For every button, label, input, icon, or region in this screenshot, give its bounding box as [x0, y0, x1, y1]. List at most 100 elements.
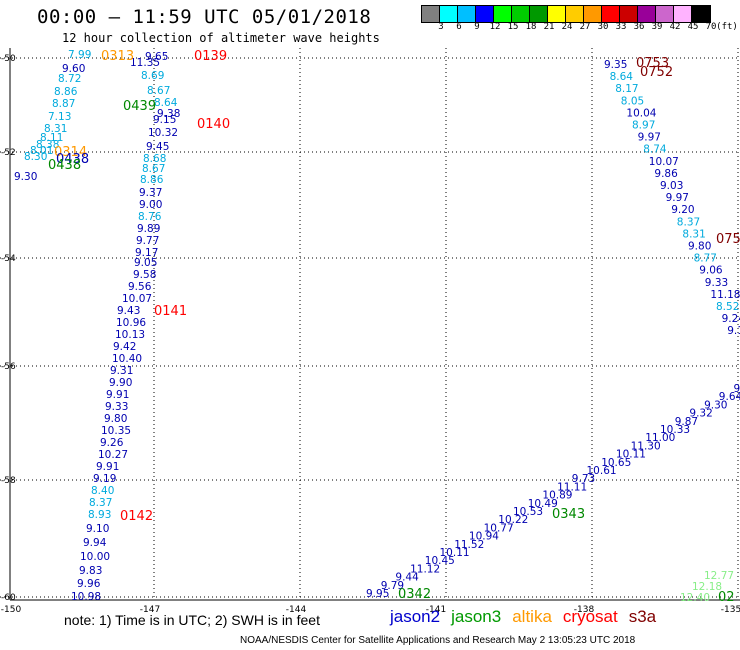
wave-height-value: 11.52 [454, 539, 484, 551]
wave-height-value: 10.77 [484, 522, 514, 534]
wave-height-value: 8.76 [138, 211, 162, 223]
longitude-label: -141 [426, 605, 446, 615]
wave-height-value: 9.80 [688, 241, 711, 253]
footer-note: note: 1) Time is in UTC; 2) SWH is in fe… [64, 612, 320, 628]
wave-height-value: 8.64 [154, 97, 178, 109]
wave-height-value: 10.13 [115, 329, 145, 341]
time-label: 0343 [552, 507, 585, 522]
wave-height-value: 10.33 [660, 424, 690, 436]
latitude-label: -50 [1, 54, 16, 64]
time-label: 0140 [197, 117, 230, 132]
wave-height-value: 12.18 [692, 581, 722, 593]
scale-label: 18 [525, 22, 537, 32]
wave-height-value: 9.80 [104, 413, 127, 425]
scale-unit: (ft) [716, 22, 738, 32]
wave-height-value: 8.37 [89, 497, 112, 509]
longitude-label: -135 [721, 605, 740, 615]
wave-height-value: 9.32 [689, 408, 712, 420]
wave-height-value: 10.11 [616, 449, 646, 461]
subtitle: 12 hour collection of altimeter wave hei… [62, 31, 380, 45]
wave-height-value: 8.01 [30, 145, 53, 157]
scale-swatch [476, 6, 494, 22]
wave-height-value: 10.32 [148, 127, 178, 139]
scale-swatch [692, 6, 710, 22]
scale-label: 27 [579, 22, 591, 32]
wave-height-value: 9.64 [719, 391, 740, 403]
time-label: 075 [716, 232, 740, 247]
wave-height-value: 11.12 [410, 563, 440, 575]
wave-height-value: 8.31 [44, 123, 67, 135]
page-title: 00:00 – 11:59 UTC 05/01/2018 [37, 6, 372, 28]
wave-height-value: 9.06 [699, 265, 723, 277]
time-label: 0753 [636, 56, 669, 71]
map-grid [0, 48, 740, 601]
wave-height-value: 10.07 [122, 293, 152, 305]
scale-swatch [674, 6, 692, 22]
wave-height-value: 10.94 [469, 531, 499, 543]
wave-height-value: 8.77 [694, 253, 717, 265]
scale-label: 30 [597, 22, 609, 32]
wave-height-value: 8.86 [54, 86, 78, 98]
wave-height-value: 8.05 [621, 95, 644, 107]
wave-height-value: 9.43 [117, 305, 140, 317]
wave-height-value: 9.87 [675, 416, 698, 428]
scale-swatch [512, 6, 530, 22]
wave-height-value: 10.89 [542, 490, 572, 502]
wave-height-value: 9.33 [705, 277, 728, 289]
wave-height-value: 9.91 [96, 461, 119, 473]
legend-entry-altika: altika [512, 607, 552, 626]
scale-label: 3 [438, 22, 444, 32]
wave-height-value: 9.1 [727, 325, 740, 337]
wave-height-value: 9.97 [666, 192, 689, 204]
longitude-label: -147 [140, 605, 160, 615]
wave-height-value: 10.65 [601, 457, 631, 469]
wave-height-value: 9.15 [153, 114, 176, 126]
time-label: 0139 [194, 49, 227, 64]
wave-height-value: 8.74 [643, 144, 667, 156]
wave-height-value: 8.72 [58, 73, 81, 85]
legend-entry-jason3: jason3 [451, 607, 502, 626]
wave-height-value: 8.11 [40, 132, 63, 144]
wave-height-value: 7.99 [68, 49, 91, 61]
legend-entry-jason2: jason2 [390, 607, 441, 626]
wave-height-value: 10.53 [513, 506, 543, 518]
wave-height-value: 11.35 [130, 57, 160, 69]
wave-height-value: 9.86 [654, 168, 678, 180]
wave-height-value: 8.97 [632, 120, 655, 132]
wave-height-value: 9.7 [734, 383, 740, 395]
longitude-label: -138 [574, 605, 595, 615]
time-label: 0142 [120, 509, 153, 524]
scale-swatch [656, 6, 674, 22]
wave-height-value: 11.18 [710, 289, 740, 301]
wave-height-value: 9.30 [704, 399, 727, 411]
wave-height-value: 10.07 [649, 156, 679, 168]
wave-height-value: 10.00 [80, 551, 110, 563]
wave-height-value: 11.30 [631, 440, 661, 452]
wave-height-value: 9.00 [139, 199, 162, 211]
wave-height-value: 9.44 [395, 572, 419, 584]
legend-entry-cryosat: cryosat [562, 607, 618, 626]
wave-height-value: 9.91 [106, 389, 129, 401]
wave-height-value: 9.30 [14, 171, 37, 183]
scale-swatch [620, 6, 638, 22]
wave-height-value: 9.42 [113, 341, 136, 353]
wave-height-value: 9.90 [109, 377, 132, 389]
scale-label: 15 [507, 22, 519, 32]
scale-swatch [548, 6, 566, 22]
wave-height-value: 10.22 [498, 514, 528, 526]
wave-height-value: 8.31 [682, 228, 705, 240]
wave-height-value: 8.30 [24, 151, 47, 163]
color-scale-labels: 3 6 9 12 15 18 21 24 27 30 33 36 39 42 45 70 (ft) [421, 22, 740, 34]
wave-height-value: 9.35 [604, 59, 627, 71]
wave-height-value: 10.11 [440, 547, 470, 559]
longitude-label: -144 [286, 605, 307, 615]
wave-height-value: 8.52 [716, 301, 739, 313]
wave-height-value: 8.64 [610, 71, 634, 83]
time-label: 0313 [101, 49, 134, 64]
scale-label: 6 [456, 22, 462, 32]
wave-height-value: 10.61 [587, 465, 617, 477]
wave-height-value: 9.58 [133, 269, 156, 281]
latitude-label: -52 [1, 148, 16, 158]
wave-height-value: 11.11 [557, 481, 587, 493]
